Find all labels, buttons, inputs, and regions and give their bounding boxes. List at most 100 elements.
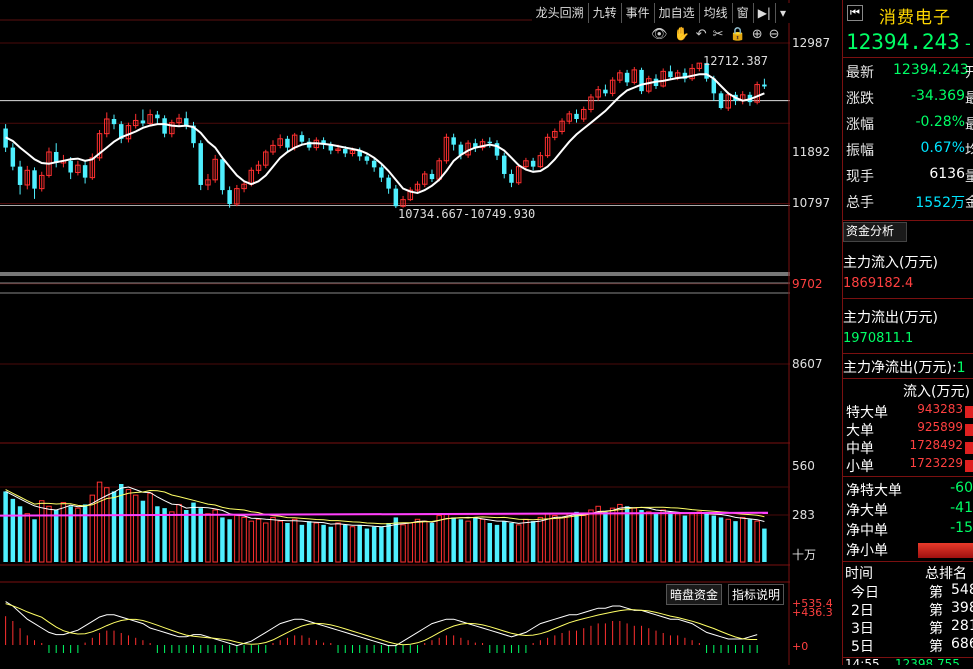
volume-bar (487, 523, 493, 562)
rank-value: 548 (951, 582, 973, 598)
net-order-key: 净大单 (846, 503, 888, 519)
volume-bar (349, 526, 356, 563)
volume-bar (220, 517, 225, 562)
toolbar-item[interactable]: 窗 (731, 3, 753, 23)
volume-bar (53, 510, 59, 562)
candle-body (588, 96, 594, 110)
volume-bar (465, 520, 471, 563)
candle-body (162, 118, 167, 134)
hidden-funds-button[interactable]: 暗盘资金 (666, 584, 723, 605)
candle-body (566, 113, 573, 122)
rank-key: 3日 (851, 621, 874, 637)
quote-row: 总手 1552万金 (843, 192, 973, 218)
rank-key: 今日 (851, 585, 879, 601)
rank-value: 686 (951, 636, 973, 652)
rank-prefix: 第 (929, 621, 943, 637)
candle-body (646, 78, 652, 92)
kline-svg[interactable] (0, 0, 790, 665)
candle-body (198, 143, 203, 185)
rank-key: 5日 (851, 639, 874, 655)
toolbar-item[interactable]: ▾ (774, 3, 790, 23)
quote-key: 涨跌 (846, 91, 874, 107)
candle-body (220, 159, 225, 191)
candle-body (400, 199, 406, 207)
toolbar-item[interactable]: 均线 (698, 3, 732, 23)
volume-bar (407, 522, 414, 563)
net-order-key: 净小单 (846, 543, 888, 559)
quote-key: 振幅 (846, 143, 874, 159)
candle-body (255, 164, 262, 171)
net-order-row: 净大单 -41 (843, 500, 973, 520)
toolbar-item[interactable]: 事件 (620, 3, 654, 23)
toolbar-item[interactable]: 龙头回溯 (535, 6, 584, 20)
candle-body (299, 135, 305, 142)
candle-body (451, 137, 456, 145)
toolbar-item[interactable]: ▶| (752, 3, 775, 23)
volume-bar (241, 516, 247, 563)
volume-bar (248, 520, 255, 563)
candle-body (443, 136, 450, 162)
quote-extra: 最 (965, 88, 973, 108)
volume-bar (704, 513, 709, 562)
candle-body (639, 69, 644, 92)
rank-header-time: 时间 (845, 566, 873, 582)
candle-body (509, 173, 514, 183)
scissors-icon[interactable]: ✂ (712, 27, 724, 42)
volume-bar (212, 509, 218, 563)
order-row: 小单 1723229 (843, 456, 973, 475)
indicator-help-button[interactable]: 指标说明 (728, 584, 785, 605)
undo-icon[interactable]: ↶ (695, 27, 707, 42)
volume-bar (132, 494, 139, 563)
candle-body (487, 141, 493, 144)
candle-body (169, 122, 175, 135)
eye-icon[interactable]: 👁 (651, 27, 668, 42)
volume-bar (580, 515, 587, 563)
candle-body (125, 125, 132, 140)
rank-prefix: 第 (929, 639, 943, 655)
volume-bar (198, 508, 203, 562)
kline-chart[interactable] (0, 0, 790, 665)
candle-body (17, 166, 23, 185)
bottom-time: 14:55 (845, 657, 880, 665)
order-row: 大单 925899 (843, 420, 973, 439)
rank-row: 3日 第 281 (843, 618, 973, 637)
macd-tick: +0 (792, 640, 809, 653)
volume-bar (140, 500, 146, 562)
net-outflow-label: 主力净流出(万元):1 (843, 360, 966, 376)
back-icon[interactable]: ⏮ (847, 5, 863, 21)
zoom-in-icon[interactable]: ⊕ (751, 27, 763, 42)
fund-analysis-tab[interactable]: 资金分析 (843, 222, 907, 242)
quote-extra: 均 (965, 140, 973, 160)
volume-bar (32, 519, 37, 562)
quote-key: 总手 (846, 195, 874, 211)
volume-bar (118, 484, 124, 562)
candle-body (544, 136, 551, 157)
candle-body (407, 189, 414, 201)
toolbar-item[interactable]: 九转 (587, 3, 621, 23)
quote-extra: 开 (965, 62, 973, 82)
candle-body (277, 138, 283, 146)
price-tick: 10797 (792, 196, 831, 210)
candle-body (176, 117, 182, 124)
volume-bar (60, 502, 67, 563)
volume-bar (285, 523, 290, 562)
order-bar (965, 460, 973, 472)
candle-body (82, 165, 88, 178)
volume-tick: 283 (792, 508, 815, 522)
candle-body (414, 183, 421, 191)
quote-key: 涨幅 (846, 117, 874, 133)
hand-icon[interactable]: ✋ (673, 27, 690, 42)
quote-key: 最新 (846, 65, 874, 81)
toolbar-item[interactable]: 加自选 (653, 3, 699, 23)
candle-body (75, 164, 81, 173)
lock-icon[interactable]: 🔒 (729, 27, 746, 42)
candle-body (263, 151, 269, 166)
volume-bar (10, 498, 16, 562)
volume-bar (321, 524, 326, 562)
volume-bar (603, 511, 608, 562)
candle-body (754, 84, 760, 103)
zoom-out-icon[interactable]: ⊖ (768, 27, 780, 42)
volume-bar (371, 526, 377, 562)
volume-bar (718, 517, 724, 562)
candle-body (349, 150, 356, 154)
